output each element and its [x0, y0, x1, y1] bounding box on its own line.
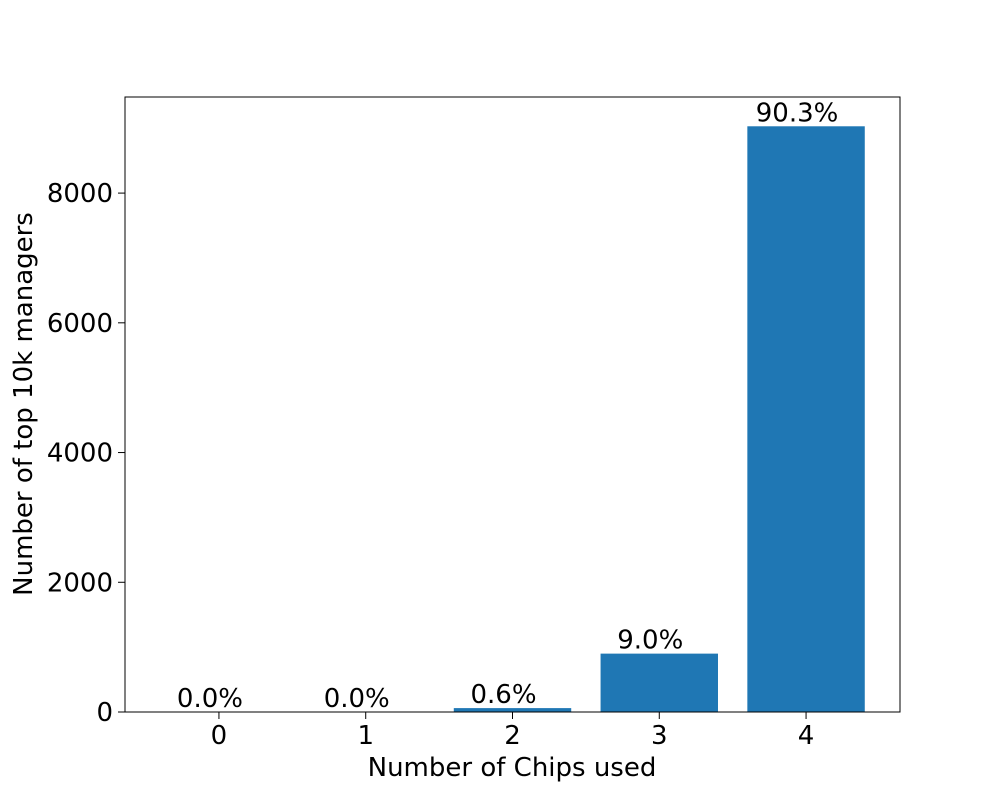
y-tick-label: 8000: [47, 179, 113, 209]
x-tick-label: 4: [798, 721, 815, 751]
x-tick-label: 0: [211, 721, 228, 751]
y-tick-label: 2000: [47, 568, 113, 598]
value-label: 0.0%: [177, 684, 243, 714]
x-tick-label: 3: [651, 721, 668, 751]
y-tick-label: 0: [96, 698, 113, 728]
x-tick-label: 1: [357, 721, 374, 751]
y-tick-label: 6000: [47, 309, 113, 339]
bar: [600, 653, 718, 712]
plot-frame: [124, 96, 901, 713]
bar: [453, 708, 572, 712]
y-axis-label: Number of top 10k managers: [9, 212, 39, 596]
x-axis-label: Number of Chips used: [368, 753, 657, 783]
y-tick-label: 4000: [47, 439, 113, 469]
value-label: 0.0%: [324, 684, 390, 714]
value-label: 9.0%: [617, 626, 683, 656]
value-label: 90.3%: [756, 98, 839, 128]
x-tick-label: 2: [504, 721, 521, 751]
bar: [747, 126, 865, 713]
value-label: 0.6%: [470, 680, 536, 710]
